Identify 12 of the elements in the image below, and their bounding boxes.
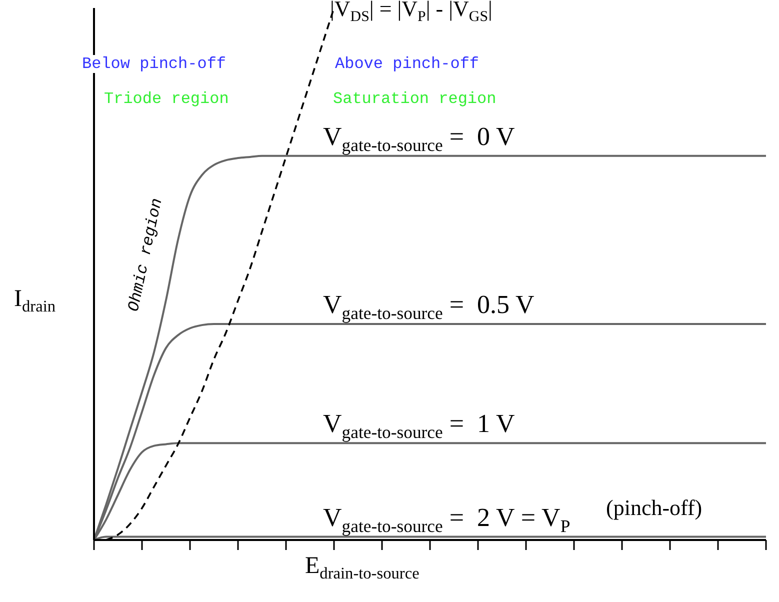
x-axis-title: E$_{drain-to-source}$ — [305, 553, 420, 583]
annotation: Triode region — [104, 90, 229, 108]
series-label: V$_{gate-to-source}$ = 0 V — [323, 122, 515, 156]
series-label: V$_{gate-to-source}$ = 0.5 V — [323, 290, 534, 324]
series-label: V$_{gate-to-source}$ = 1 V — [323, 409, 515, 442]
annotation: Ohmic region — [124, 196, 166, 314]
annotation: Saturation region — [333, 90, 496, 108]
y-axis-title: I$_{drain}$ — [14, 286, 56, 316]
annotation: Above pinch-off — [335, 55, 480, 73]
annotation: Below pinch-off — [82, 55, 226, 73]
annotation: (pinch-off) — [606, 495, 702, 521]
series-label: V$_{gate-to-source}$ = 2 V = V$_{P}$ — [323, 502, 570, 536]
